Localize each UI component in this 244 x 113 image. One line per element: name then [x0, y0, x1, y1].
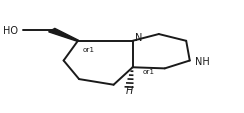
Text: or1: or1: [142, 68, 154, 74]
Text: N: N: [135, 33, 142, 43]
Text: H: H: [125, 86, 133, 95]
Polygon shape: [49, 29, 79, 42]
Text: HO: HO: [3, 26, 18, 36]
Text: NH: NH: [194, 56, 209, 66]
Text: or1: or1: [83, 46, 95, 52]
